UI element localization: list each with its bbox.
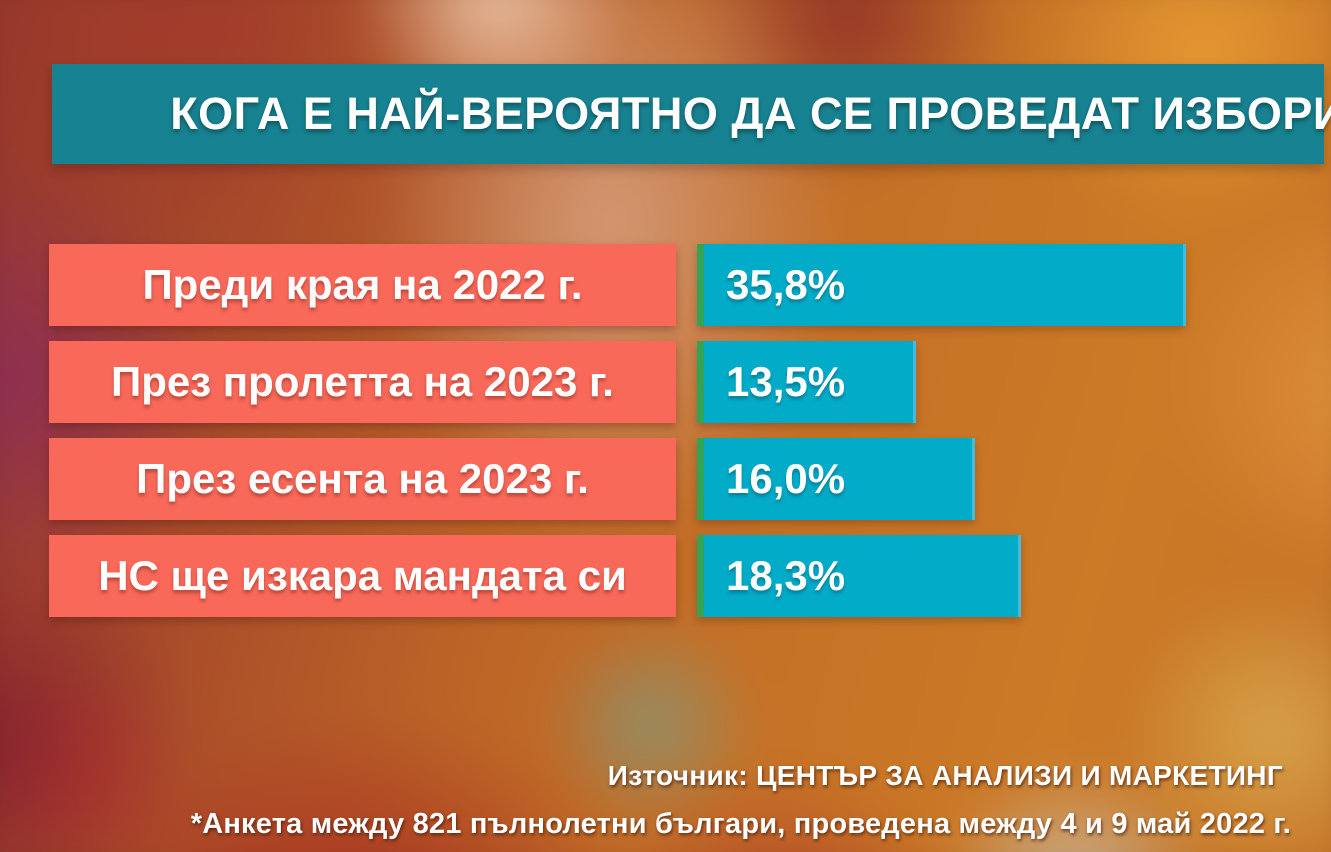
category-label: Преди края на 2022 г. [142, 261, 583, 308]
category-label-box: Преди края на 2022 г. [49, 244, 676, 326]
category-label-box: През пролетта на 2023 г. [49, 341, 676, 423]
category-label: През есента на 2023 г. [136, 455, 589, 502]
value-bar: 16,0% [697, 438, 975, 520]
value-bar: 18,3% [697, 535, 1021, 617]
value-bar: 35,8% [697, 244, 1186, 326]
value-label: 16,0% [726, 455, 846, 502]
category-label-box: През есента на 2023 г. [49, 438, 676, 520]
category-label-box: НС ще изкара мандата си [49, 535, 676, 617]
category-label: През пролетта на 2023 г. [111, 358, 614, 405]
footnote-text: *Анкета между 821 пълнолетни българи, пр… [190, 808, 1291, 840]
value-label: 13,5% [726, 358, 846, 405]
chart-title: КОГА Е НАЙ-ВЕРОЯТНО ДА СЕ ПРОВЕДАТ ИЗБОР… [170, 88, 1331, 139]
value-bar: 13,5% [697, 341, 916, 423]
chart-title-banner: КОГА Е НАЙ-ВЕРОЯТНО ДА СЕ ПРОВЕДАТ ИЗБОР… [52, 64, 1331, 164]
category-label: НС ще изкара мандата си [98, 552, 627, 599]
source-text: Източник: ЦЕНТЪР ЗА АНАЛИЗИ И МАРКЕТИНГ [607, 760, 1283, 791]
value-label: 18,3% [726, 552, 846, 599]
value-label: 35,8% [726, 261, 846, 308]
